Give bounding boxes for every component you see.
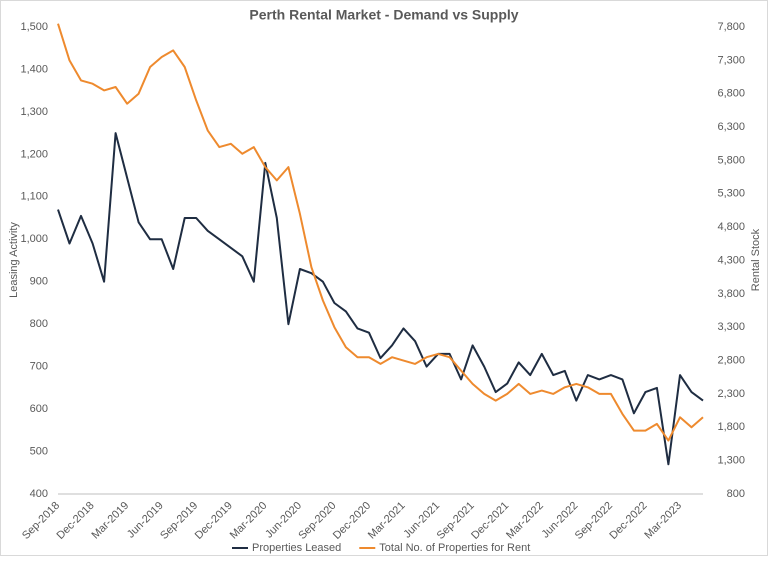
y-tick-label: 500 (30, 445, 48, 457)
series-line (57, 23, 704, 442)
y2-tick-label: 4,300 (717, 254, 745, 266)
y-tick-label: 1,100 (20, 191, 48, 203)
y2-tick-label: 5,300 (717, 188, 745, 200)
y-tick-label: 1,000 (20, 233, 48, 245)
y2-tick-label: 4,800 (717, 221, 745, 233)
y2-tick-label: 1,800 (717, 421, 745, 433)
y2-tick-label: 6,800 (717, 88, 745, 100)
y-tick-label: 600 (30, 403, 48, 415)
y-tick-label: 1,500 (20, 21, 48, 33)
y2-tick-label: 800 (727, 488, 745, 500)
y-tick-label: 1,300 (20, 106, 48, 118)
y2-tick-label: 2,800 (717, 354, 745, 366)
y2-tick-label: 6,300 (717, 121, 745, 133)
y-tick-label: 1,200 (20, 148, 48, 160)
y2-tick-label: 2,300 (717, 388, 745, 400)
y2-tick-label: 1,300 (717, 455, 745, 467)
y-tick-label: 1,400 (20, 63, 48, 75)
y2-tick-label: 3,800 (717, 288, 745, 300)
y-tick-label: 800 (30, 318, 48, 330)
y-tick-label: 400 (30, 488, 48, 500)
y-tick-label: 900 (30, 276, 48, 288)
y2-tick-label: 3,300 (717, 321, 745, 333)
y-axis-title: Leasing Activity (8, 222, 20, 298)
y2-tick-label: 7,800 (717, 21, 745, 33)
y2-tick-label: 7,300 (717, 54, 745, 66)
chart-title: Perth Rental Market - Demand vs Supply (249, 7, 518, 23)
legend-label: Total No. of Properties for Rent (379, 542, 530, 554)
y-tick-label: 700 (30, 361, 48, 373)
y2-tick-label: 5,800 (717, 154, 745, 166)
series-line (57, 132, 704, 466)
y2-axis-title: Rental Stock (750, 228, 762, 291)
legend-label: Properties Leased (252, 542, 341, 554)
